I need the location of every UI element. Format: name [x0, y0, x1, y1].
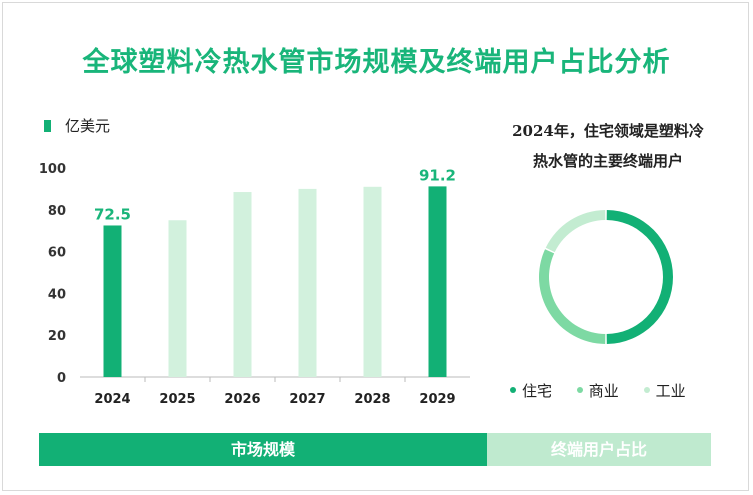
- footer-market-size: 市场规模: [39, 433, 487, 466]
- bar-legend-label: 亿美元: [65, 117, 111, 135]
- donut-slice-commercial: [539, 249, 606, 344]
- donut-chart: [539, 210, 674, 344]
- page-title: 全球塑料冷热水管市场规模及终端用户占比分析: [82, 47, 671, 78]
- y-tick-label: 0: [57, 371, 66, 386]
- data-label-2024: 72.5: [94, 205, 131, 223]
- donut-title-line2: 热水管的主要终端用户: [532, 152, 683, 170]
- y-tick-label: 60: [48, 246, 66, 261]
- x-tick-label: 2025: [159, 392, 195, 407]
- footer-end-user-share: 终端用户占比: [487, 433, 711, 466]
- donut-legend-item-industrial: 工业: [643, 380, 686, 401]
- bar-legend-swatch: [44, 120, 51, 132]
- donut-legend: 住宅 商业 工业: [510, 380, 730, 401]
- donut-legend-item-residential: 住宅: [510, 380, 552, 401]
- donut-legend-label-commercial: 商业: [588, 382, 619, 400]
- bar-legend: 亿美元: [44, 115, 110, 136]
- donut-legend-label-industrial: 工业: [655, 382, 686, 400]
- bar-2029: [428, 186, 447, 377]
- x-tick-label: 2028: [354, 392, 390, 407]
- bar-2026: [233, 192, 252, 377]
- bar-2027: [298, 188, 317, 377]
- donut-title-line1: 2024年，住宅领域是塑料冷: [512, 122, 704, 140]
- donut-slice-residential: [606, 210, 674, 344]
- y-tick-label: 40: [48, 287, 66, 302]
- donut-legend-item-commercial: 商业: [576, 380, 619, 401]
- y-tick-label: 20: [48, 329, 66, 344]
- bar-2024: [103, 225, 122, 377]
- x-tick-label: 2027: [289, 392, 325, 407]
- donut-legend-label-residential: 住宅: [522, 382, 553, 400]
- donut-title: 2024年，住宅领域是塑料冷 热水管的主要终端用户: [488, 116, 728, 176]
- bar-2028: [363, 186, 382, 377]
- bar-chart: 0 20 40 60 80 100 2024 72.5 2025 2026 2027 2028 2029…: [39, 162, 470, 407]
- x-tick-label: 2026: [224, 392, 260, 407]
- donut-legend-dot-residential: [510, 387, 516, 393]
- y-tick-label: 80: [48, 204, 66, 219]
- x-tick-label: 2024: [94, 392, 130, 407]
- bar-2025: [168, 220, 187, 377]
- data-label-2029: 91.2: [419, 166, 456, 184]
- donut-legend-dot-industrial: [643, 387, 650, 393]
- donut-slice-industrial: [545, 210, 606, 253]
- y-tick-label: 100: [39, 162, 66, 177]
- donut-legend-dot-commercial: [576, 387, 583, 393]
- x-tick-label: 2029: [419, 392, 455, 407]
